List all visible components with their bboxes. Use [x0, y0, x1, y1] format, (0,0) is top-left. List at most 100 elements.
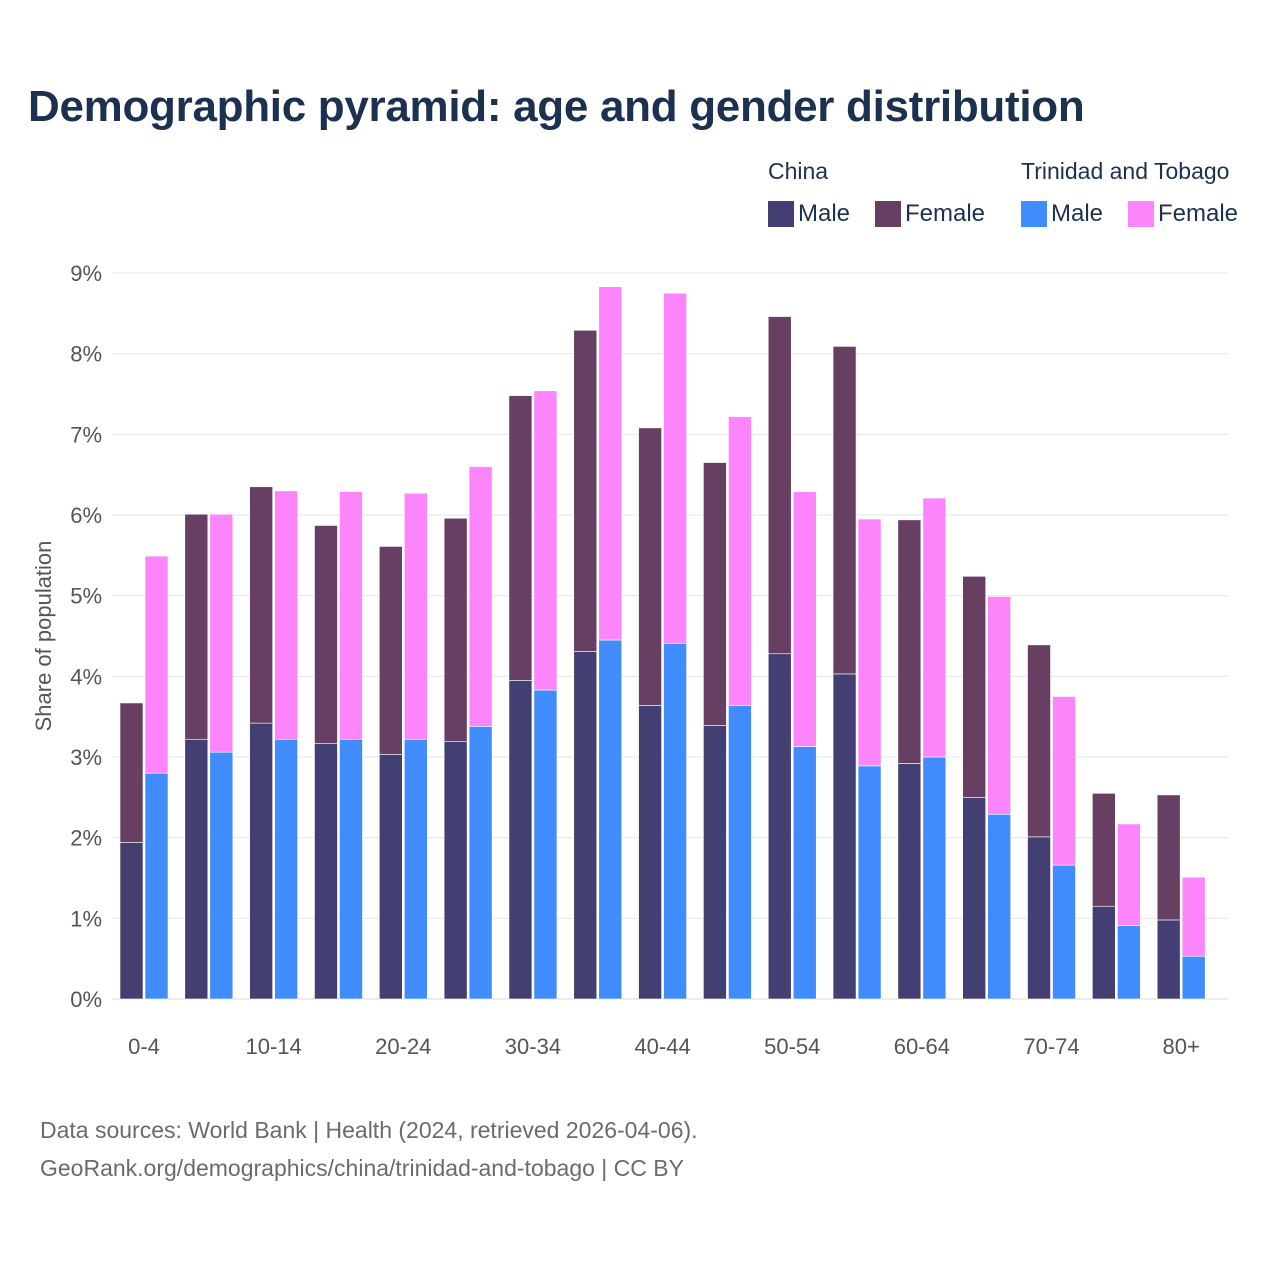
- bar-china-male[interactable]: [443, 741, 468, 1000]
- bar-tt-female[interactable]: [598, 286, 623, 641]
- bar-china-male[interactable]: [119, 842, 144, 1000]
- y-tick-label: 2%: [70, 826, 102, 851]
- y-tick-labels: 0% 1% 2% 3% 4% 5% 6% 7% 8% 9%: [70, 261, 102, 1012]
- legend-label-tt-female: Female: [1158, 200, 1239, 227]
- bar-tt-male[interactable]: [533, 689, 558, 1000]
- bar-tt-female[interactable]: [987, 596, 1012, 815]
- bar-china-female[interactable]: [249, 486, 273, 724]
- bar-china-female[interactable]: [1092, 792, 1116, 907]
- bar-tt-female[interactable]: [728, 416, 752, 706]
- legend-group-title-china: China: [768, 158, 829, 184]
- bar-china-female[interactable]: [1027, 644, 1051, 838]
- bar-tt-male[interactable]: [792, 746, 817, 1000]
- bar-tt-female[interactable]: [209, 513, 234, 753]
- legend-item-tt-female[interactable]: Female: [1128, 200, 1238, 228]
- bar-china-female[interactable]: [184, 513, 209, 740]
- bar-tt-male[interactable]: [1117, 925, 1141, 1000]
- bar-china-female[interactable]: [767, 316, 792, 655]
- legend-swatch-china-male: [768, 201, 794, 227]
- bar-china-female[interactable]: [119, 702, 144, 843]
- legend-item-china-female[interactable]: Female: [875, 200, 985, 228]
- legend-swatch-tt-male: [1021, 201, 1047, 227]
- bar-china-male[interactable]: [378, 754, 403, 1000]
- bar-tt-male[interactable]: [987, 813, 1012, 1000]
- bar-tt-male[interactable]: [209, 751, 234, 1000]
- x-tick-label: 0-4: [128, 1034, 160, 1059]
- bar-china-female[interactable]: [1156, 794, 1181, 921]
- bar-tt-male[interactable]: [663, 642, 687, 1000]
- bar-tt-female[interactable]: [1052, 696, 1076, 866]
- x-tick-label: 60-64: [894, 1034, 950, 1059]
- bar-tt-male[interactable]: [339, 738, 363, 1000]
- bar-china-male[interactable]: [1092, 905, 1116, 1000]
- bar-china-female[interactable]: [962, 576, 987, 798]
- bar-tt-male[interactable]: [857, 765, 882, 1000]
- legend-group-title-trinidad: Trinidad and Tobago: [1021, 158, 1230, 184]
- chart-title: Demographic pyramid: age and gender dist…: [28, 82, 1085, 131]
- bar-tt-male[interactable]: [144, 772, 169, 1000]
- bar-china-male[interactable]: [703, 725, 727, 1000]
- bar-china-male[interactable]: [508, 680, 533, 1000]
- bar-tt-male[interactable]: [403, 738, 428, 1000]
- bar-tt-female[interactable]: [468, 466, 493, 727]
- legend-swatch-china-female: [875, 201, 901, 227]
- legend-item-china-male[interactable]: Male: [768, 200, 850, 228]
- bar-tt-male[interactable]: [728, 705, 752, 1000]
- legend-swatch-tt-female: [1128, 201, 1154, 227]
- bar-china-male[interactable]: [897, 763, 922, 1000]
- bar-china-female[interactable]: [443, 517, 468, 742]
- x-tick-label: 30-34: [505, 1034, 561, 1059]
- x-tick-labels: 0-4 10-14 20-24 30-34 40-44 50-54 60-64 70-74 80…: [128, 1034, 1200, 1059]
- bar-china-male[interactable]: [184, 738, 209, 1000]
- bar-china-male[interactable]: [832, 673, 857, 1000]
- bar-tt-male[interactable]: [468, 726, 493, 1000]
- bar-tt-female[interactable]: [792, 491, 817, 747]
- bar-china-female[interactable]: [508, 395, 533, 681]
- bar-china-male[interactable]: [1156, 919, 1181, 1000]
- y-axis-label: Share of population: [31, 541, 56, 732]
- bar-tt-female[interactable]: [339, 491, 363, 740]
- y-tick-label: 6%: [70, 503, 102, 528]
- legend-item-tt-male[interactable]: Male: [1021, 200, 1103, 228]
- x-tick-label: 80+: [1163, 1034, 1200, 1059]
- bar-tt-male[interactable]: [598, 639, 623, 1000]
- bar-china-male[interactable]: [573, 651, 598, 1000]
- bar-china-male[interactable]: [638, 705, 662, 1000]
- bar-china-female[interactable]: [897, 519, 922, 764]
- bar-china-female[interactable]: [703, 462, 727, 726]
- x-tick-label: 40-44: [634, 1034, 690, 1059]
- bar-china-female[interactable]: [573, 329, 598, 652]
- bar-china-male[interactable]: [249, 722, 273, 1000]
- bar-tt-female[interactable]: [274, 490, 298, 740]
- bar-tt-male[interactable]: [922, 756, 947, 1000]
- bar-tt-female[interactable]: [533, 390, 558, 691]
- bar-tt-male[interactable]: [274, 738, 298, 1000]
- x-tick-label: 20-24: [375, 1034, 431, 1059]
- x-tick-label: 70-74: [1023, 1034, 1079, 1059]
- bar-tt-female[interactable]: [663, 292, 687, 644]
- bar-china-female[interactable]: [638, 427, 662, 706]
- y-tick-label: 5%: [70, 584, 102, 609]
- bar-tt-female[interactable]: [857, 518, 882, 767]
- y-tick-label: 0%: [70, 987, 102, 1012]
- bar-china-male[interactable]: [962, 797, 987, 1000]
- bar-china-male[interactable]: [767, 653, 792, 1000]
- bar-tt-female[interactable]: [144, 555, 169, 774]
- bar-tt-female[interactable]: [1181, 876, 1206, 957]
- x-tick-label: 50-54: [764, 1034, 820, 1059]
- bar-china-female[interactable]: [832, 346, 857, 675]
- y-tick-label: 3%: [70, 745, 102, 770]
- source-line-2: GeoRank.org/demographics/china/trinidad-…: [40, 1155, 684, 1181]
- bar-tt-female[interactable]: [922, 497, 947, 758]
- legend-label-china-female: Female: [905, 200, 986, 227]
- legend-label-china-male: Male: [798, 200, 851, 227]
- bar-china-male[interactable]: [1027, 836, 1051, 1000]
- bar-china-female[interactable]: [314, 525, 338, 744]
- bar-tt-male[interactable]: [1181, 955, 1206, 1000]
- bar-china-female[interactable]: [378, 546, 403, 755]
- bar-tt-male[interactable]: [1052, 864, 1076, 1000]
- bar-tt-female[interactable]: [1117, 823, 1141, 926]
- bar-tt-female[interactable]: [403, 492, 428, 740]
- bar-china-male[interactable]: [314, 742, 338, 1000]
